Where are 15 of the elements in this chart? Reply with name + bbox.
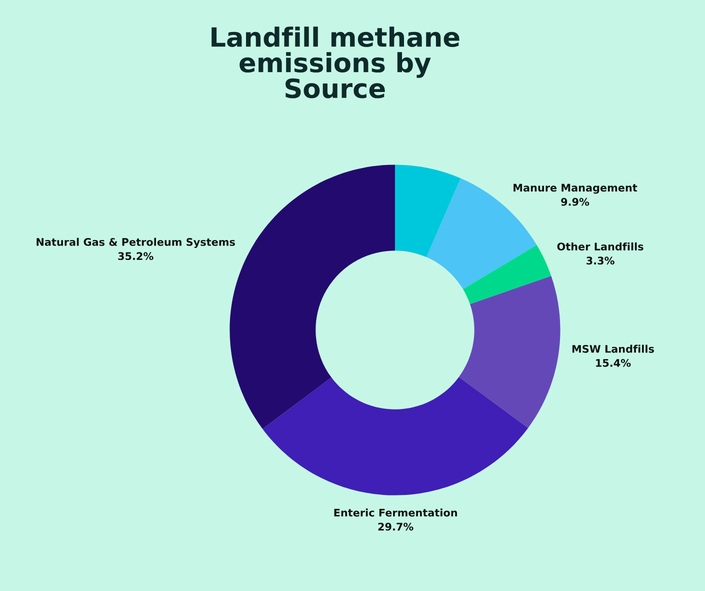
donut-slice [395,164,461,258]
slice-label: Enteric Fermentation [334,508,457,517]
data-label: 29.7% [378,522,414,531]
slice-label: Natural Gas & Petroleum Systems [36,238,235,248]
donut-slice [463,244,552,304]
data-label: 15.4% [596,358,631,367]
chart-title: Landfill methane emissions by Source [212,26,460,98]
data-label: 3.3% [586,256,614,265]
donut-slice [262,377,528,496]
data-label: 9.9% [561,198,590,206]
donut-slice [458,276,560,428]
slice-label: MSW Landfills [572,344,654,353]
data-label: 35.2% [118,252,154,260]
slice-label: Other Landfills [557,242,644,251]
slice-label: Manure Management [514,184,638,194]
